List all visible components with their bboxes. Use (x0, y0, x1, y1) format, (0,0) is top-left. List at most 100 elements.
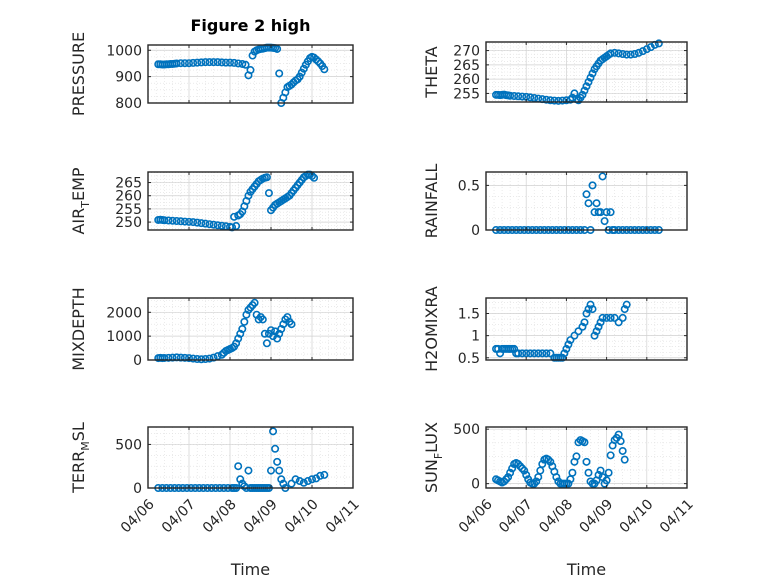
data-point-sun_flux (620, 455, 629, 464)
data-point-terr_msl (236, 475, 245, 484)
data-point-mixdepth (209, 353, 218, 362)
data-point-sun_flux (500, 477, 509, 486)
data-point-h2omixra (510, 344, 519, 353)
data-point-terr_msl (295, 477, 304, 486)
data-point-h2omixra (518, 349, 527, 358)
data-point-h2omixra (546, 349, 555, 358)
data-point-theta (578, 90, 587, 99)
data-point-pressure (213, 58, 222, 67)
y-tick-label: 1 (471, 329, 480, 345)
data-point-air_temp (193, 218, 202, 227)
data-point-pressure (217, 58, 226, 67)
data-point-air_temp (201, 219, 210, 228)
data-point-terr_msl (279, 479, 288, 488)
data-point-rainfall (584, 199, 593, 208)
data-point-air_temp (176, 217, 185, 226)
data-point-sun_flux (572, 452, 581, 461)
chart-rainfall: 0 0.5 RAINFALL (422, 164, 688, 239)
data-point-air_temp (262, 173, 271, 182)
data-point-air_temp (213, 221, 222, 230)
data-point-sun_flux (594, 470, 603, 479)
data-point-h2omixra (574, 327, 583, 336)
data-point-theta (618, 49, 627, 58)
data-point-rainfall (582, 190, 591, 199)
y-tick-label: 1.5 (458, 307, 480, 323)
data-point-theta (586, 73, 595, 82)
data-point-pressure (185, 59, 194, 68)
data-point-mixdepth (193, 355, 202, 364)
data-point-air_temp (197, 219, 206, 228)
y-axis-label: PRESSURE (69, 32, 88, 116)
data-point-h2omixra (598, 313, 607, 322)
x-tick-label: 04/10 (282, 496, 322, 536)
data-point-pressure (241, 60, 250, 69)
data-point-h2omixra (578, 322, 587, 331)
chart-h2omixra: 0.5 1 1.5 H2OMIXRA (422, 286, 688, 372)
chart-sun-flux: 0 500 04/06 04/07 04/08 04/09 04/10 04/11 Time SU… (422, 422, 697, 579)
data-point-sun_flux (518, 464, 527, 473)
x-tick-label: 04/07 (496, 496, 536, 536)
y-axis-label: THETA (422, 46, 441, 98)
data-point-sun_flux (514, 460, 523, 469)
data-point-mixdepth (287, 320, 296, 329)
data-point-air_temp (168, 216, 177, 225)
y-axis-label-main: THETA (422, 46, 441, 98)
y-tick-label: 0 (133, 353, 142, 369)
data-point-sun_flux (568, 468, 577, 477)
y-tick-label: 270 (453, 44, 480, 60)
y-tick-label: 260 (453, 72, 480, 88)
data-point-h2omixra (534, 349, 543, 358)
data-point-pressure (197, 58, 206, 67)
x-axis-label: Time (566, 560, 606, 579)
data-point-terr_msl (316, 471, 325, 480)
y-tick-label: 500 (115, 437, 142, 453)
data-point-h2omixra (558, 353, 567, 362)
y-axis-label-suffix: SL (69, 422, 88, 441)
data-point-theta (654, 39, 663, 48)
data-point-theta (634, 48, 643, 57)
data-point-h2omixra (606, 313, 615, 322)
chart-pressure: 800 900 1000 Figure 2 high PRESSURE (69, 16, 354, 116)
data-point-h2omixra (584, 305, 593, 314)
data-point-theta (626, 50, 635, 59)
data-point-theta (514, 92, 523, 101)
data-point-air_temp (232, 222, 241, 231)
data-point-terr_msl (269, 427, 278, 436)
data-point-h2omixra (530, 349, 539, 358)
data-point-terr_msl (271, 444, 280, 453)
data-point-h2omixra (588, 305, 597, 314)
x-tick-label: 04/11 (323, 496, 363, 536)
data-point-h2omixra (592, 327, 601, 336)
data-point-mixdepth (185, 354, 194, 363)
data-point-mixdepth (258, 315, 267, 324)
data-point-mixdepth (197, 355, 206, 364)
data-point-air_temp (217, 221, 226, 230)
data-point-terr_msl (307, 475, 316, 484)
axes-frame (147, 297, 354, 361)
y-tick-label: 1000 (106, 329, 142, 345)
data-point-terr_msl (234, 462, 243, 471)
data-point-theta (546, 96, 555, 105)
y-axis-label-suffix: EMP (69, 167, 88, 201)
data-point-theta (622, 50, 631, 59)
data-point-theta (518, 92, 527, 101)
data-point-sun_flux (584, 468, 593, 477)
y-tick-label: 255 (453, 86, 480, 102)
axes-frame (147, 426, 354, 489)
data-point-sun_flux (552, 473, 561, 482)
x-tick-label: 04/08 (200, 496, 240, 536)
data-point-sun_flux (532, 477, 541, 486)
y-axis-label-main: SUN (422, 459, 441, 493)
data-point-theta (646, 43, 655, 52)
x-tick-label: 04/09 (241, 496, 281, 536)
data-point-terr_msl (277, 475, 286, 484)
data-point-terr_msl (287, 479, 296, 488)
data-point-rainfall (598, 172, 607, 181)
y-axis-label-main: TERR (69, 451, 88, 494)
data-point-h2omixra (560, 349, 569, 358)
data-point-pressure (180, 59, 189, 68)
data-point-terr_msl (303, 477, 312, 486)
data-point-rainfall (588, 181, 597, 190)
data-point-pressure (248, 51, 257, 60)
data-point-terr_msl (266, 466, 275, 475)
